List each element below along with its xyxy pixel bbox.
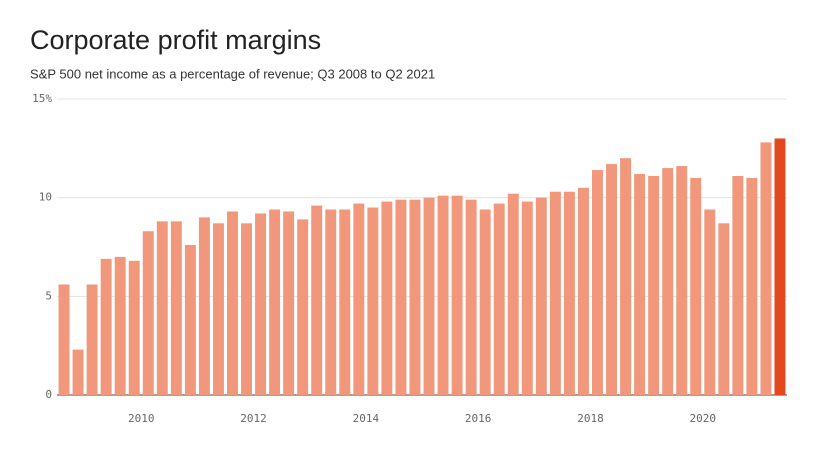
bar [128, 260, 140, 395]
bar [437, 195, 449, 395]
bar [86, 284, 98, 395]
x-tick-label: 2020 [690, 412, 717, 425]
bar [409, 199, 421, 395]
bar [465, 199, 477, 395]
bar [381, 201, 393, 395]
bar [774, 138, 786, 395]
bar [732, 175, 744, 395]
bar [634, 173, 646, 395]
bar [367, 207, 379, 395]
bar [606, 164, 617, 395]
bar [227, 211, 238, 395]
x-tick-label: 2012 [240, 412, 267, 425]
bar [577, 187, 589, 395]
bar [325, 209, 337, 395]
y-tick-label: 15% [32, 92, 52, 105]
bar [339, 209, 351, 395]
bar [72, 349, 84, 395]
bar [184, 245, 196, 395]
bar [283, 211, 295, 395]
bar [760, 142, 772, 395]
x-tick-label: 2014 [353, 412, 380, 425]
bar [58, 284, 70, 395]
bar [620, 158, 632, 395]
bar [746, 177, 758, 395]
bar [507, 193, 519, 395]
bar [255, 213, 267, 395]
y-tick-label: 0 [45, 388, 52, 401]
bar [563, 191, 575, 395]
bar [156, 221, 168, 395]
bar [114, 256, 126, 395]
bar [704, 209, 716, 395]
bar [451, 195, 463, 395]
chart-subtitle: S&P 500 net income as a percentage of re… [30, 66, 435, 81]
bar [648, 175, 660, 395]
bar [535, 197, 547, 395]
bar [662, 168, 674, 395]
bar [100, 258, 112, 395]
bar [170, 221, 182, 395]
bar [493, 203, 505, 395]
bar [142, 231, 154, 395]
bar [690, 177, 702, 395]
bar [353, 203, 365, 395]
bar [549, 191, 561, 395]
bar [269, 209, 281, 395]
bar [423, 197, 435, 395]
bar [395, 199, 407, 395]
bar [718, 223, 730, 395]
chart-title: Corporate profit margins [30, 25, 321, 55]
bar [592, 170, 603, 395]
y-tick-label: 5 [45, 289, 52, 302]
bar [241, 223, 252, 395]
bar [297, 219, 309, 395]
x-tick-label: 2018 [577, 412, 604, 425]
bar [198, 217, 210, 395]
bar [479, 209, 491, 395]
bar [676, 166, 688, 395]
bar [521, 201, 533, 395]
x-tick-label: 2010 [128, 412, 155, 425]
bar [311, 205, 323, 395]
x-tick-label: 2016 [465, 412, 492, 425]
y-tick-label: 10 [39, 191, 52, 204]
bar [212, 223, 224, 395]
